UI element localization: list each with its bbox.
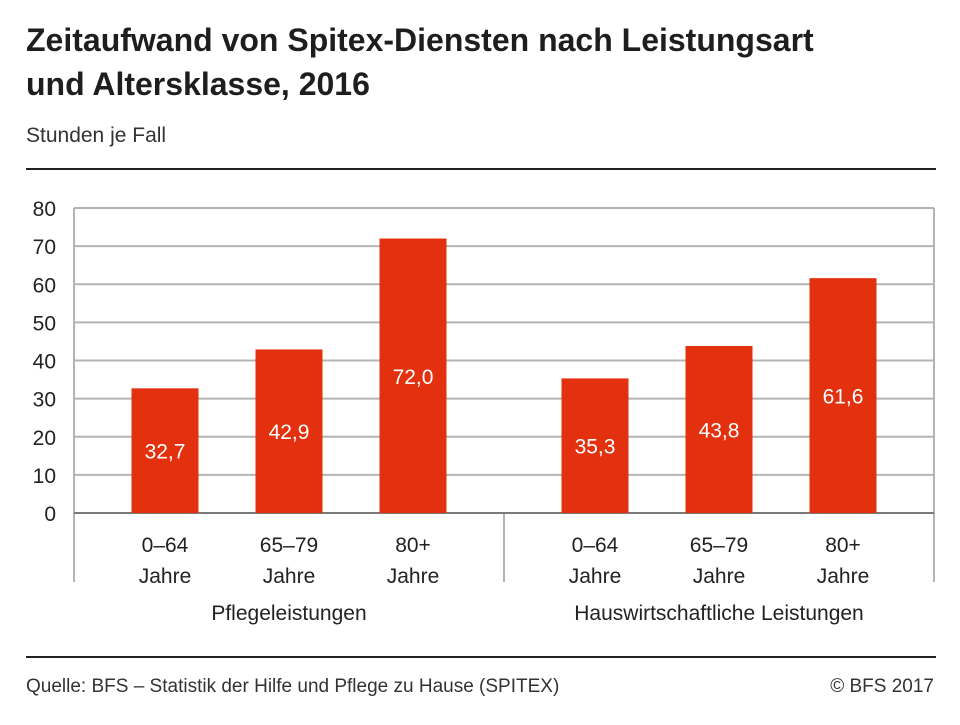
x-tick-label: Jahre bbox=[817, 565, 870, 588]
x-tick-label: 0–64 bbox=[142, 534, 189, 557]
y-tick-label: 70 bbox=[33, 236, 56, 259]
footer-divider bbox=[26, 656, 936, 658]
x-tick-label: Jahre bbox=[693, 565, 746, 588]
x-tick-label: 0–64 bbox=[572, 534, 619, 557]
x-tick-label: 65–79 bbox=[260, 534, 318, 557]
group-label: Hauswirtschaftliche Leistungen bbox=[574, 602, 864, 625]
y-tick-label: 60 bbox=[33, 274, 56, 297]
bar bbox=[131, 388, 199, 513]
y-tick-label: 50 bbox=[33, 312, 56, 335]
x-tick-label: Jahre bbox=[387, 565, 440, 588]
x-tick-label: 80+ bbox=[395, 534, 431, 557]
bar bbox=[255, 349, 323, 513]
y-tick-label: 80 bbox=[33, 198, 56, 221]
bar-value-label: 72,0 bbox=[393, 366, 434, 389]
y-tick-label: 30 bbox=[33, 389, 56, 412]
copyright-note: © BFS 2017 bbox=[830, 676, 934, 697]
x-tick-label: 65–79 bbox=[690, 534, 748, 557]
bar-value-label: 61,6 bbox=[823, 386, 864, 409]
bar-value-label: 42,9 bbox=[269, 421, 310, 444]
chart-subtitle: Stunden je Fall bbox=[26, 124, 167, 147]
bar-value-label: 35,3 bbox=[575, 436, 616, 459]
x-tick-label: Jahre bbox=[139, 565, 192, 588]
chart-title: Zeitaufwand von Spitex-Diensten nach Lei… bbox=[26, 18, 936, 106]
bar bbox=[809, 278, 877, 513]
y-tick-label: 10 bbox=[33, 465, 56, 488]
group-label: Pflegeleistungen bbox=[211, 602, 366, 625]
header-divider bbox=[26, 168, 936, 170]
source-note: Quelle: BFS – Statistik der Hilfe und Pf… bbox=[26, 676, 560, 697]
chart-title-line-2: und Altersklasse, 2016 bbox=[26, 66, 370, 102]
bar bbox=[379, 238, 447, 513]
y-tick-label: 40 bbox=[33, 351, 56, 374]
y-tick-label: 0 bbox=[44, 503, 56, 526]
bar-value-label: 43,8 bbox=[699, 420, 740, 443]
bar-value-label: 32,7 bbox=[145, 441, 186, 464]
bar bbox=[685, 346, 753, 513]
bar-chart: 0 10 20 30 40 50 60 70 80 32,7 0–64 Jahre 42,9 65–79 J… bbox=[33, 198, 935, 625]
x-tick-label: 80+ bbox=[825, 534, 861, 557]
y-tick-label: 20 bbox=[33, 427, 56, 450]
chart-title-line-1: Zeitaufwand von Spitex-Diensten nach Lei… bbox=[26, 22, 814, 58]
x-tick-label: Jahre bbox=[263, 565, 316, 588]
bar bbox=[561, 378, 629, 513]
x-tick-label: Jahre bbox=[569, 565, 622, 588]
